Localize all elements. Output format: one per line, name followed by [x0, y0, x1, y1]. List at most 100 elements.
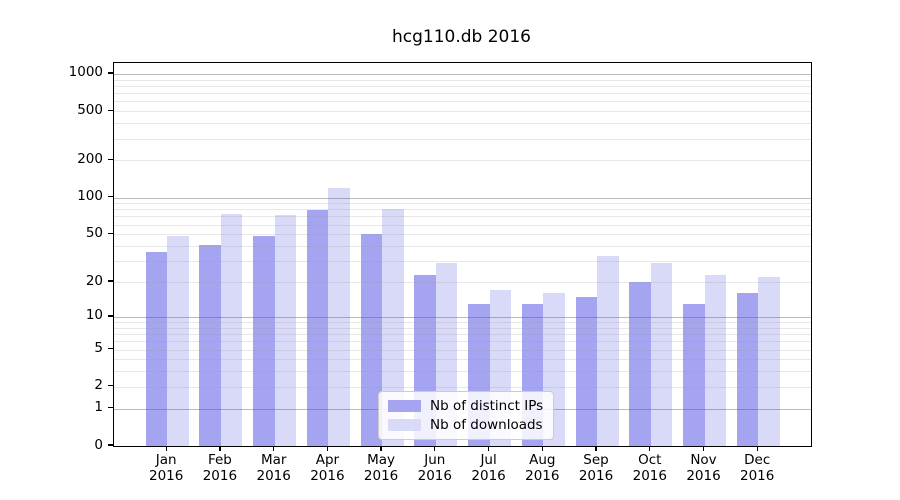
x-tick-label-sep: Sep 2016	[578, 452, 614, 484]
x-tick-label-oct: Oct 2016	[632, 452, 667, 484]
x-tick-mark-jul	[487, 446, 490, 451]
y-tick-mark-0	[108, 444, 113, 446]
y-tick-mark-2	[108, 385, 113, 387]
legend-row-downloads: Nb of downloads	[388, 417, 543, 433]
bar-ips-apr	[306, 210, 329, 446]
y-tick-label-2: 2	[94, 377, 103, 394]
x-tick-label-jan: Jan 2016	[149, 452, 184, 484]
bar-downloads-dec	[758, 277, 780, 446]
x-tick-mark-jun	[434, 446, 436, 451]
bar-ips-oct	[629, 282, 651, 446]
y-tick-label-1000: 1000	[68, 64, 103, 81]
legend-label-distinct-ips: Nb of distinct IPs	[430, 398, 544, 414]
gridline-minor-600	[114, 101, 811, 103]
gridline-minor-7	[114, 334, 811, 335]
chart-title: hcg110.db 2016	[391, 27, 531, 47]
gridline-minor-3	[114, 371, 811, 373]
bar-ips-feb	[199, 244, 221, 446]
gridline-minor-20	[114, 282, 811, 283]
gridline-major-1000	[114, 73, 811, 75]
bar-ips-jan	[145, 251, 168, 446]
gridline-minor-90	[114, 203, 811, 205]
x-tick-label-jul: Jul 2016	[471, 452, 506, 484]
bar-downloads-oct	[650, 262, 673, 446]
gridline-major-10	[114, 316, 811, 318]
x-tick-mark-oct	[649, 446, 651, 451]
gridline-minor-900	[114, 79, 811, 81]
bar-ips-may	[360, 234, 383, 446]
y-tick-mark-200	[108, 158, 113, 161]
bar-ips-nov	[683, 303, 705, 446]
gridline-minor-800	[114, 85, 811, 87]
y-tick-label-20: 20	[85, 272, 103, 289]
bar-ips-sep	[575, 296, 597, 446]
y-tick-label-5: 5	[94, 340, 103, 356]
y-tick-label-200: 200	[77, 150, 103, 167]
bar-downloads-jan	[167, 236, 189, 446]
x-tick-label-feb: Feb 2016	[202, 452, 238, 484]
legend: Nb of distinct IPs Nb of downloads	[378, 391, 555, 440]
bar-downloads-may	[382, 209, 404, 446]
y-tick-mark-1	[108, 407, 113, 409]
bar-ips-dec	[736, 293, 759, 446]
bar-downloads-mar	[274, 214, 297, 446]
bar-downloads-nov	[704, 274, 726, 446]
legend-label-downloads: Nb of downloads	[430, 417, 543, 433]
y-tick-label-50: 50	[85, 224, 103, 241]
gridline-minor-80	[114, 209, 811, 211]
gridline-minor-400	[114, 123, 811, 125]
gridline-minor-50	[114, 234, 811, 236]
gridline-minor-700	[114, 93, 811, 95]
x-tick-label-nov: Nov 2016	[686, 452, 721, 484]
x-tick-mark-apr	[326, 446, 329, 451]
x-tick-label-may: May 2016	[363, 452, 399, 484]
legend-swatch-distinct-ips	[388, 400, 421, 412]
y-tick-mark-1000	[108, 72, 113, 74]
x-tick-label-dec: Dec 2016	[740, 452, 775, 484]
gridline-minor-30	[114, 261, 811, 263]
y-tick-mark-500	[108, 109, 113, 111]
y-tick-label-0: 0	[94, 436, 103, 453]
gridline-minor-8	[114, 327, 811, 329]
x-tick-label-apr: Apr 2016	[310, 452, 345, 484]
plot-area	[113, 62, 812, 447]
gridline-minor-2	[114, 386, 811, 388]
y-tick-label-1: 1	[94, 399, 103, 416]
y-tick-label-100: 100	[77, 188, 103, 204]
bar-downloads-feb	[220, 213, 243, 446]
gridline-minor-60	[114, 224, 811, 226]
x-tick-mark-may	[380, 446, 382, 451]
bar-downloads-sep	[597, 256, 619, 446]
y-tick-mark-20	[108, 280, 113, 282]
gridline-major-100	[114, 197, 811, 199]
y-tick-label-500: 500	[77, 101, 103, 118]
gridline-minor-9	[114, 322, 811, 323]
y-tick-mark-10	[108, 315, 113, 317]
x-tick-mark-mar	[273, 446, 275, 451]
x-tick-label-jun: Jun 2016	[417, 452, 452, 484]
legend-swatch-downloads	[388, 419, 421, 431]
bar-ips-mar	[253, 236, 275, 446]
gridline-minor-200	[114, 160, 811, 162]
gridline-minor-4	[114, 359, 811, 361]
y-tick-label-10: 10	[85, 307, 103, 324]
legend-row-distinct-ips: Nb of distinct IPs	[388, 398, 543, 414]
x-tick-label-mar: Mar 2016	[256, 452, 291, 484]
gridline-minor-500	[114, 111, 811, 113]
x-tick-label-aug: Aug 2016	[525, 452, 560, 484]
x-tick-mark-aug	[541, 446, 543, 451]
x-tick-mark-dec	[756, 446, 758, 451]
gridline-minor-40	[114, 246, 811, 247]
x-tick-mark-feb	[219, 446, 221, 451]
gridline-minor-300	[114, 138, 811, 140]
y-tick-mark-100	[108, 195, 113, 198]
gridline-minor-70	[114, 216, 811, 218]
x-tick-mark-jan	[165, 446, 167, 451]
y-tick-mark-5	[108, 347, 113, 350]
bar-downloads-apr	[328, 187, 350, 446]
x-tick-mark-nov	[702, 446, 705, 451]
gridline-minor-6	[114, 341, 811, 343]
x-tick-mark-sep	[595, 446, 597, 451]
gridline-minor-5	[114, 349, 811, 351]
